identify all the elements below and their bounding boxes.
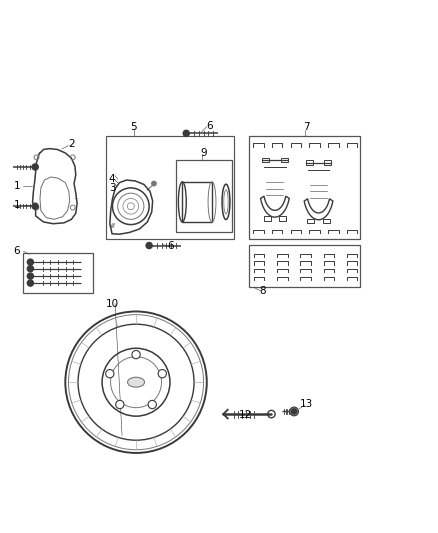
Circle shape bbox=[291, 409, 297, 414]
Text: 3: 3 bbox=[109, 183, 115, 193]
Bar bbox=[307, 219, 314, 223]
Text: 9: 9 bbox=[201, 148, 207, 158]
Text: 10: 10 bbox=[106, 298, 119, 309]
Circle shape bbox=[27, 259, 33, 265]
Text: 13: 13 bbox=[300, 399, 313, 409]
Circle shape bbox=[32, 164, 38, 170]
Circle shape bbox=[116, 400, 124, 409]
Bar bbox=[281, 158, 288, 162]
Ellipse shape bbox=[127, 377, 145, 387]
Text: 8: 8 bbox=[259, 286, 266, 295]
Circle shape bbox=[158, 369, 166, 378]
Text: 1: 1 bbox=[14, 200, 21, 211]
Bar bbox=[106, 136, 234, 239]
Bar bbox=[176, 159, 232, 232]
Text: 6: 6 bbox=[13, 246, 20, 256]
Text: 2: 2 bbox=[68, 139, 75, 149]
Bar bbox=[262, 158, 269, 162]
Bar bbox=[264, 216, 271, 221]
Text: 12: 12 bbox=[239, 410, 252, 420]
Text: 1: 1 bbox=[14, 181, 21, 191]
Bar bbox=[279, 216, 286, 221]
Circle shape bbox=[132, 351, 140, 359]
Circle shape bbox=[27, 280, 33, 286]
Text: 6: 6 bbox=[206, 121, 213, 131]
Circle shape bbox=[32, 203, 38, 209]
Bar bbox=[182, 182, 212, 222]
Circle shape bbox=[290, 407, 298, 416]
Circle shape bbox=[27, 273, 33, 279]
Bar bbox=[323, 219, 330, 223]
Bar bbox=[249, 245, 360, 287]
Text: 6: 6 bbox=[168, 240, 174, 251]
Bar bbox=[306, 160, 313, 165]
Circle shape bbox=[152, 181, 156, 185]
Circle shape bbox=[146, 243, 152, 248]
Bar bbox=[22, 253, 93, 293]
Text: 4: 4 bbox=[109, 174, 115, 184]
Circle shape bbox=[148, 400, 156, 409]
Text: 5: 5 bbox=[131, 122, 137, 132]
Bar bbox=[249, 136, 360, 239]
Circle shape bbox=[27, 265, 33, 272]
Text: 7: 7 bbox=[303, 122, 310, 132]
Circle shape bbox=[106, 369, 114, 378]
Bar bbox=[324, 160, 331, 165]
Circle shape bbox=[183, 130, 189, 136]
